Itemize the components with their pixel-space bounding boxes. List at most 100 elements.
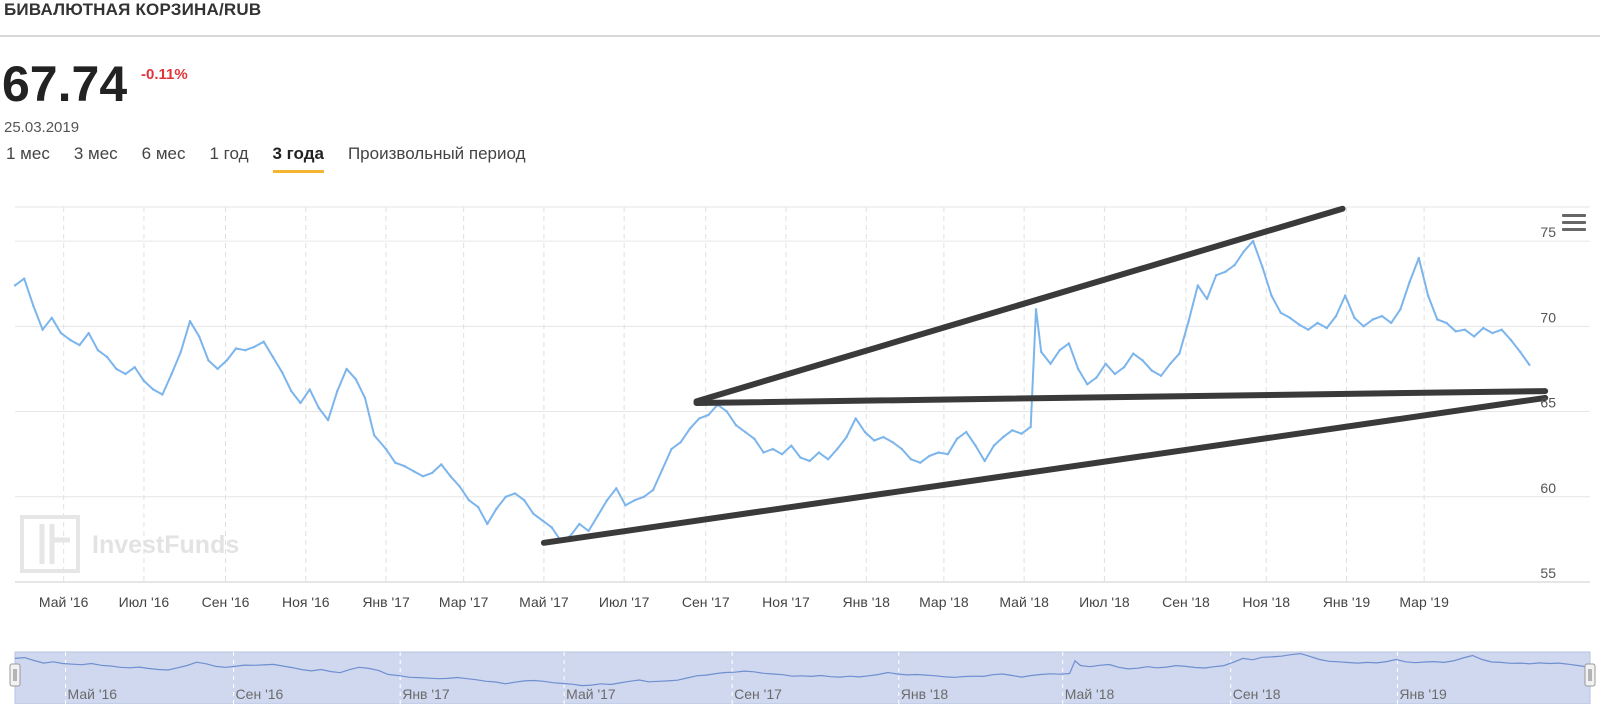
price-point [707, 413, 710, 417]
navigator-tick-label: Май '16 [68, 686, 118, 702]
price-point [495, 507, 498, 510]
price-point [780, 453, 784, 456]
price-point [605, 499, 609, 502]
price-point [937, 451, 940, 454]
price-point [440, 463, 443, 466]
price-point [290, 389, 293, 393]
price-series-line [14, 240, 1531, 543]
navigator-series-line [14, 652, 1588, 687]
price-point [532, 512, 535, 515]
price-point [354, 378, 357, 381]
price-point [651, 488, 655, 492]
price-point [1288, 316, 1292, 319]
price-point [244, 349, 247, 352]
price-point [1390, 321, 1393, 325]
price-point [105, 355, 109, 359]
price-point [1417, 256, 1421, 260]
price-point [1334, 314, 1338, 318]
price-point [207, 359, 210, 362]
chart-navigator[interactable]: Май '16 Сен '16 Янв '17 Май '17 Сен '17 Янв '… [9, 651, 1596, 704]
price-point [1362, 325, 1365, 328]
price-point [1086, 383, 1089, 386]
price-point [1178, 352, 1181, 355]
price-point [891, 441, 894, 444]
price-point [854, 417, 857, 420]
price-point [1519, 350, 1522, 354]
price-point [1472, 335, 1476, 338]
price-point [13, 284, 17, 287]
tab-3-years[interactable]: 3 года [272, 144, 324, 173]
price-point [412, 470, 415, 473]
price-point [504, 495, 507, 498]
price-point [817, 451, 821, 454]
price-point [336, 389, 339, 393]
tab-custom-period[interactable]: Произвольный период [347, 144, 526, 163]
price-point [615, 487, 618, 490]
price-point [151, 388, 155, 391]
trendline [540, 394, 1549, 546]
price-point [1150, 369, 1154, 372]
x-tick-label: Июл '16 [119, 594, 170, 610]
price-point [308, 388, 311, 391]
navigator-right-handle[interactable] [1584, 663, 1596, 687]
price-point [541, 519, 544, 522]
navigator-tick-label: Май '17 [566, 686, 616, 702]
price-point [363, 396, 367, 400]
price-point [955, 437, 959, 440]
navigator-left-handle[interactable] [9, 663, 21, 687]
price-point [96, 349, 100, 352]
price-point [467, 499, 471, 502]
x-tick-label: Янв '19 [1323, 594, 1371, 610]
price-point [882, 435, 885, 439]
price-point [280, 371, 284, 374]
x-tick-label: Ноя '16 [282, 594, 330, 610]
x-tick-label: Май '18 [999, 594, 1049, 610]
price-point [421, 475, 425, 478]
x-tick-label: Май '16 [39, 594, 89, 610]
price-point [1353, 316, 1356, 319]
price-point [234, 347, 238, 350]
price-point [826, 458, 830, 461]
price-point [1076, 367, 1080, 371]
tab-1-year[interactable]: 1 год [209, 144, 249, 163]
price-point [670, 447, 673, 451]
y-tick-label: 70 [1540, 309, 1556, 325]
period-tabs: 1 мес 3 мес 6 мес 1 год 3 года Произволь… [6, 144, 550, 173]
x-tick-label: Июл '18 [1079, 594, 1130, 610]
x-tick-label: Мар '18 [919, 594, 969, 610]
price-point [587, 529, 590, 533]
price-point [253, 345, 256, 348]
price-point [458, 485, 461, 488]
price-point [799, 456, 802, 459]
price-point [836, 447, 839, 451]
tab-3-months[interactable]: 3 мес [73, 144, 118, 163]
price-point [863, 430, 867, 434]
price-point [1500, 328, 1503, 331]
navigator-tick-label: Янв '17 [402, 686, 450, 702]
price-point [188, 320, 192, 323]
price-point [1067, 342, 1071, 345]
price-point [946, 453, 949, 456]
x-tick-label: Мар '19 [1399, 594, 1449, 610]
watermark-logo-box [20, 515, 80, 573]
price-point [142, 379, 146, 383]
price-point [550, 526, 553, 529]
price-point [992, 444, 996, 447]
tab-1-month[interactable]: 1 мес [6, 144, 50, 163]
navigator-tick-label: Май '18 [1065, 686, 1115, 702]
price-date: 25.03.2019 [4, 119, 80, 136]
price-point [808, 459, 811, 463]
price-point [394, 461, 397, 464]
chart-menu-icon[interactable] [1562, 214, 1586, 234]
price-point [198, 335, 201, 338]
price-point [59, 331, 63, 335]
tab-6-months[interactable]: 6 мес [141, 144, 186, 163]
price-point [271, 355, 275, 359]
page-title: БИВАЛЮТНАЯ КОРЗИНА/RUB [4, 0, 262, 19]
price-point [69, 338, 72, 342]
x-tick-label: Янв '17 [362, 594, 410, 610]
y-tick-label: 55 [1540, 565, 1556, 581]
price-point [633, 499, 636, 502]
price-point [1224, 270, 1227, 273]
price-point [965, 430, 968, 434]
